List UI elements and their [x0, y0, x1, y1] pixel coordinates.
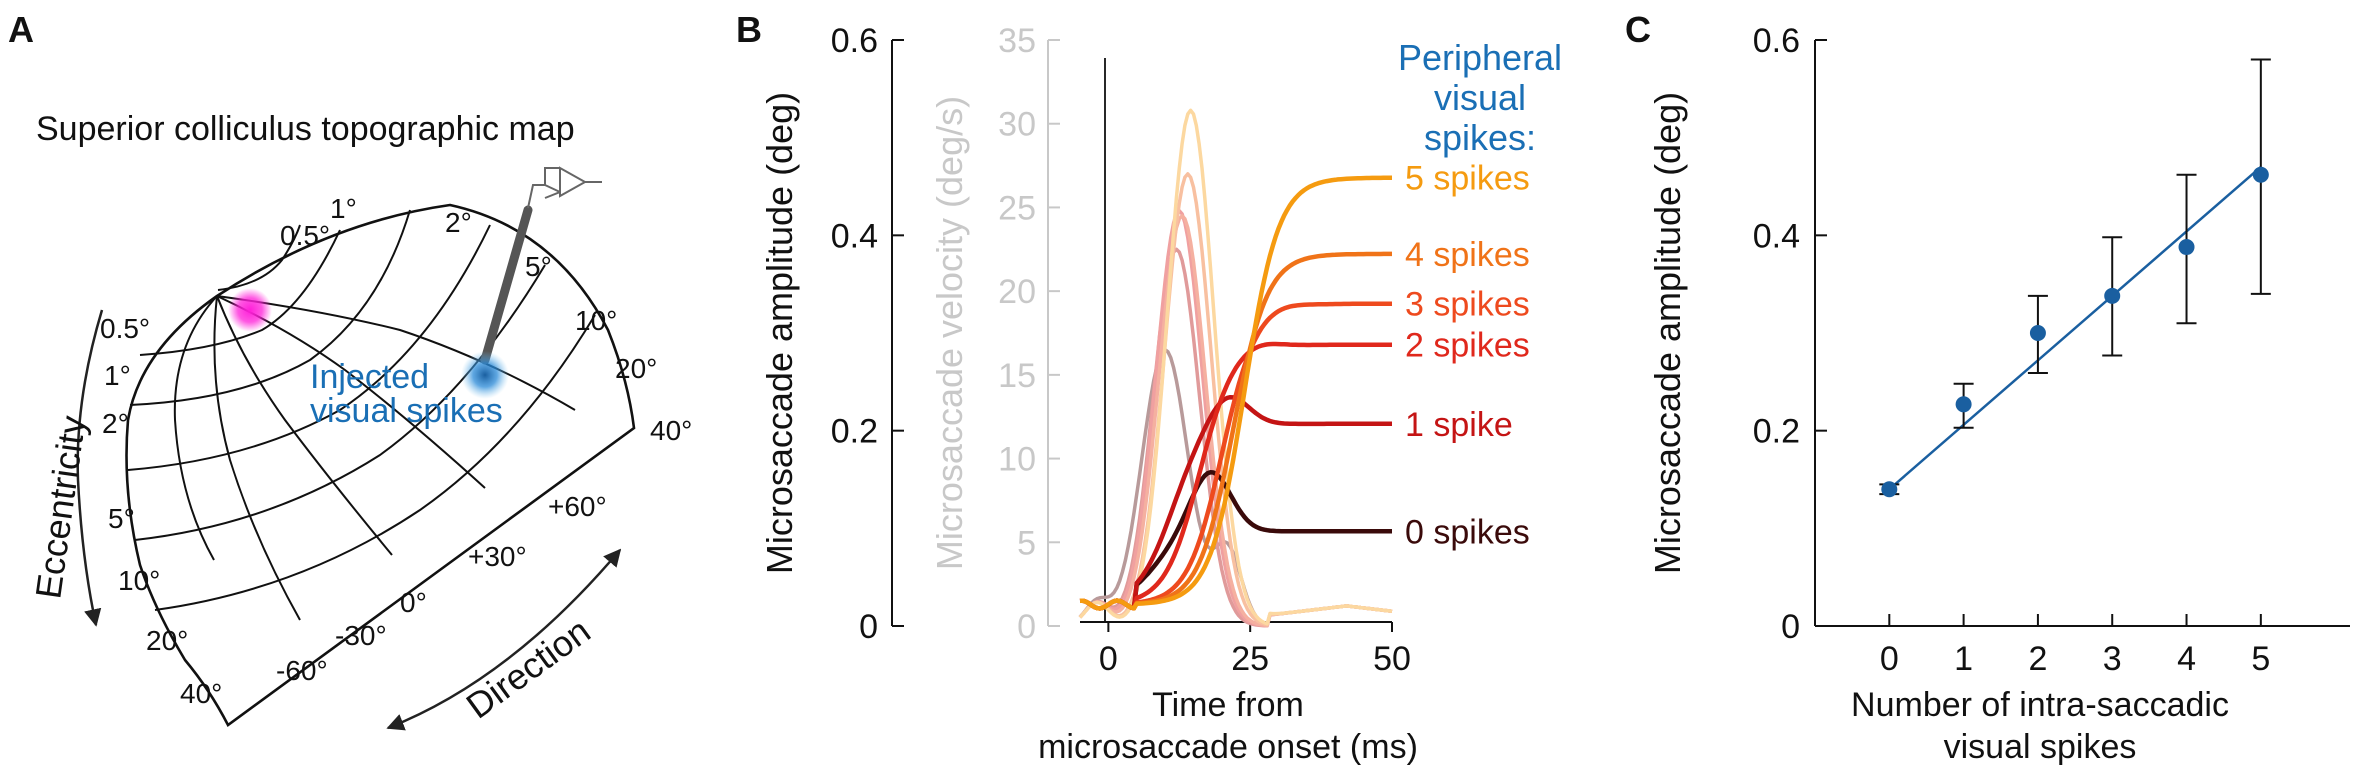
- legend-title-line2: visual: [1434, 77, 1526, 118]
- c-y-tick-label: 0.6: [1753, 22, 1800, 60]
- series-label: 3 spikes: [1405, 286, 1530, 324]
- ecc-label: 40°: [180, 678, 222, 709]
- c-y-tick-label: 0: [1781, 608, 1800, 646]
- b-right-tick-label: 35: [998, 22, 1036, 60]
- b-x-tick-label: 0: [1099, 640, 1118, 678]
- b-x-label-line1: Time from: [1152, 686, 1304, 724]
- ecc-label: 5°: [108, 503, 135, 534]
- top-eccentricity-labels: 0.5° 1° 2° 5° 10° 20° 40°: [280, 193, 692, 446]
- c-x-tick-label: 4: [2177, 640, 2196, 678]
- ecc-label: 2°: [102, 408, 129, 439]
- ecc-label: 10°: [118, 565, 160, 596]
- b-right-tick-label: 10: [998, 441, 1036, 479]
- ecc-label: 20°: [146, 625, 188, 656]
- b-left-tick-label: 0: [859, 608, 878, 646]
- b-left-tick-label: 0.2: [831, 413, 878, 451]
- pink-spot: [228, 288, 272, 332]
- b-right-tick-label: 25: [998, 189, 1036, 227]
- top-ecc-label: 10°: [575, 305, 617, 336]
- amplitude-traces: [1079, 175, 1392, 611]
- ecc-label: 0.5°: [100, 313, 150, 344]
- b-legend-title: Peripheral visual spikes:: [1398, 37, 1562, 158]
- legend-title-line1: Peripheral: [1398, 37, 1562, 78]
- b-left-tick-label: 0.6: [831, 22, 878, 60]
- c-x-tick-label: 5: [2251, 640, 2270, 678]
- b-x-label-line2: microsaccade onset (ms): [1038, 728, 1418, 766]
- c-y-axis-label: Microsaccade amplitude (deg): [1647, 92, 1688, 574]
- series-label: 5 spikes: [1405, 160, 1530, 198]
- c-x-label-line1: Number of intra-saccadic: [1851, 686, 2229, 724]
- panel-c-axes: 0 0.2 0.4 0.6 0 1 2 3 4 5 Microsaccade amplitude…: [1647, 22, 2350, 766]
- dir-label: +60°: [548, 491, 607, 522]
- data-point: [2178, 239, 2195, 256]
- panel-b-x-axis: 0 25 50 Time from microsaccade onset (ms): [1038, 58, 1418, 766]
- b-right-tick-label: 5: [1017, 524, 1036, 562]
- eccentricity-axis-label: Eccentricity: [27, 413, 93, 601]
- b-x-tick-label: 50: [1373, 640, 1411, 678]
- b-right-tick-label: 15: [998, 357, 1036, 395]
- dir-label: -60°: [276, 655, 328, 686]
- b-right-tick-label: 30: [998, 106, 1036, 144]
- panel-c-label: C: [1625, 9, 1651, 50]
- eccentricity-arrow: [76, 309, 104, 627]
- blue-injection-spot: [461, 351, 509, 399]
- velocity-traces: [1078, 108, 1393, 628]
- b-right-tick-label: 20: [998, 273, 1036, 311]
- panel-b-label: B: [736, 9, 762, 50]
- legend-title-line3: spikes:: [1424, 117, 1536, 158]
- ecc-label: 1°: [104, 360, 131, 391]
- b-x-tick-label: 25: [1231, 640, 1269, 678]
- electrode: [480, 166, 602, 365]
- top-ecc-label: 1°: [330, 193, 357, 224]
- c-x-tick-label: 3: [2103, 640, 2122, 678]
- data-point: [1955, 396, 1972, 413]
- top-ecc-label: 20°: [615, 353, 657, 384]
- c-x-tick-label: 2: [2028, 640, 2047, 678]
- top-ecc-label: 2°: [445, 207, 472, 238]
- amplitude-trace: [1079, 175, 1392, 611]
- panel-c: C 0 0.2 0.4 0.6 0 1 2 3 4 5 Microsaccade amplitu…: [1625, 9, 2350, 766]
- top-ecc-label: 40°: [650, 415, 692, 446]
- data-point: [2104, 287, 2121, 304]
- top-ecc-label: 0.5°: [280, 220, 330, 251]
- sc-map-outline: [125, 203, 636, 727]
- dir-label: -30°: [335, 620, 387, 651]
- panel-b: B 0 0.2 0.4 0.6 Microsaccade amplitude (deg…: [736, 9, 1562, 766]
- injection-label-line1: Injected: [310, 358, 429, 396]
- series-label: 4 spikes: [1405, 236, 1530, 274]
- b-right-axis-label: Microsaccade velocity (deg/s): [929, 96, 970, 570]
- injection-label-line2: visual spikes: [310, 392, 503, 430]
- eccentricity-tick-labels: 0.5° 1° 2° 5° 10° 20° 40°: [100, 313, 222, 709]
- velocity-trace: [1078, 108, 1393, 626]
- direction-arrow: [386, 548, 622, 731]
- dir-label: 0°: [400, 587, 427, 618]
- panel-a: A Superior colliculus topographic map: [8, 9, 692, 731]
- c-y-tick-label: 0.4: [1753, 217, 1800, 255]
- top-ecc-label: 5°: [525, 251, 552, 282]
- b-left-axis-label: Microsaccade amplitude (deg): [759, 92, 800, 574]
- c-x-label-line2: visual spikes: [1944, 728, 2137, 766]
- data-point: [2252, 166, 2269, 183]
- series-label: 0 spikes: [1405, 513, 1530, 551]
- panel-b-left-axis: 0 0.2 0.4 0.6 Microsaccade amplitude (deg): [759, 22, 904, 646]
- series-label: 2 spikes: [1405, 327, 1530, 365]
- b-left-tick-label: 0.4: [831, 217, 878, 255]
- data-point: [1881, 481, 1898, 498]
- b-right-tick-label: 0: [1017, 608, 1036, 646]
- direction-axis-label: Direction: [459, 610, 598, 727]
- dir-label: +30°: [468, 541, 527, 572]
- series-label: 1 spike: [1405, 406, 1513, 444]
- c-x-tick-label: 0: [1880, 640, 1899, 678]
- panel-a-title: Superior colliculus topographic map: [36, 110, 575, 148]
- c-y-tick-label: 0.2: [1753, 413, 1800, 451]
- panel-b-right-axis: 0 5 10 15 20 25 30 35 Microsaccade velocity (de…: [929, 22, 1060, 646]
- fit-line: [1888, 166, 2262, 491]
- data-point: [2029, 325, 2046, 341]
- c-x-tick-label: 1: [1954, 640, 1973, 678]
- scatter-marks: [1879, 58, 2271, 498]
- panel-a-label: A: [8, 9, 34, 50]
